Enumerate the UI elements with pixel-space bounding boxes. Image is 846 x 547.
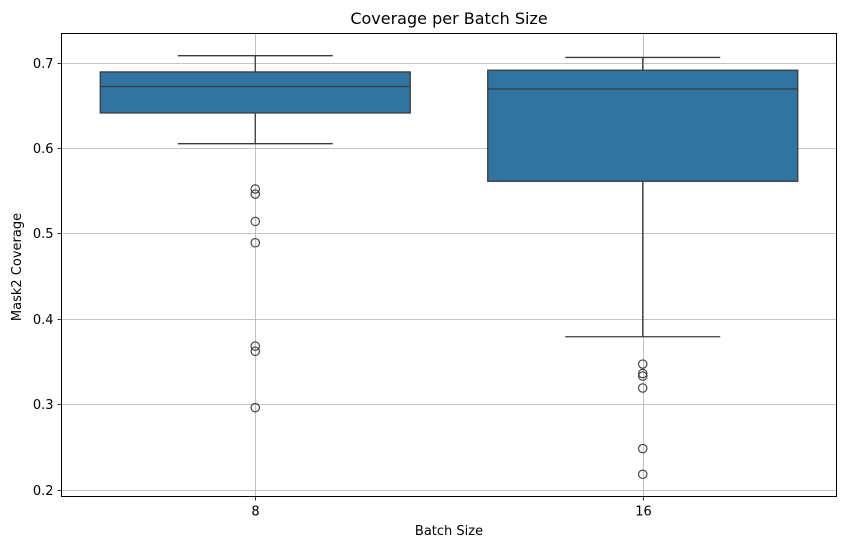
iqr-box: [487, 69, 799, 182]
outlier-point: [250, 346, 261, 357]
outlier-point: [637, 368, 648, 379]
box-16: [487, 56, 799, 480]
outlier-point: [250, 184, 261, 194]
chart-title: Coverage per Batch Size: [350, 9, 547, 28]
y-tick-label: 0.2: [33, 484, 54, 499]
outlier-point: [637, 469, 648, 480]
iqr-box: [99, 71, 411, 114]
y-tick-label: 0.5: [33, 227, 54, 242]
outlier-point: [250, 238, 261, 248]
outlier-point: [637, 371, 648, 381]
boxes: [99, 55, 799, 480]
plot-frame: [61, 33, 837, 497]
outlier-point: [637, 359, 648, 369]
box-8: [99, 55, 411, 413]
ticks: 0.2 0.3 0.4 0.5 0.6 0.7 8 16: [33, 57, 652, 520]
x-tick-label: 8: [251, 505, 259, 520]
x-tick-label: 16: [635, 505, 652, 520]
outlier-point: [637, 443, 648, 454]
y-tick-label: 0.4: [33, 313, 54, 328]
y-tick-label: 0.7: [33, 57, 54, 72]
y-axis-label: Mask2 Coverage: [10, 213, 25, 321]
outlier-point: [250, 216, 261, 227]
x-axis-label: Batch Size: [415, 524, 483, 539]
y-tick-label: 0.3: [33, 398, 54, 413]
outlier-point: [637, 383, 648, 393]
outlier-point: [250, 341, 261, 351]
outlier-point: [250, 402, 261, 413]
outlier-point: [250, 189, 261, 199]
y-tick-label: 0.6: [33, 142, 54, 157]
